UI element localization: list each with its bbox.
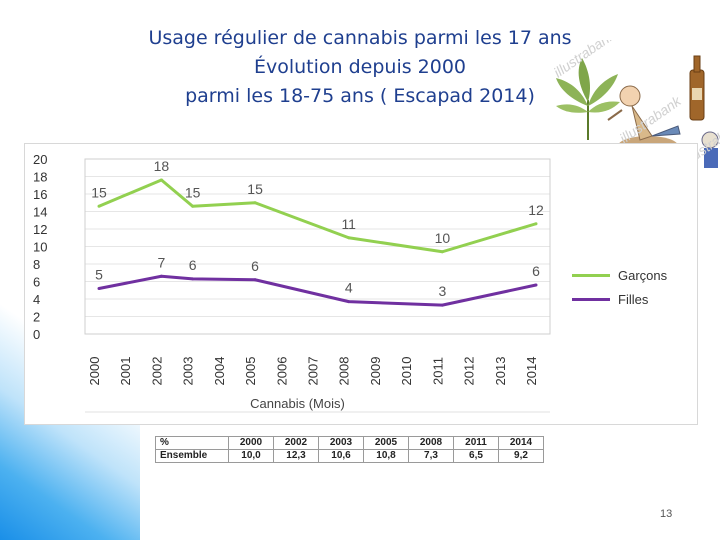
data-point: [534, 283, 538, 287]
legend-swatch-garcons: [572, 273, 610, 277]
x-tick-label: 2010: [399, 357, 414, 386]
y-tick-label: 4: [33, 292, 40, 307]
data-label: 10: [435, 230, 451, 246]
data-label: 15: [247, 181, 263, 197]
table-header-cell: %: [155, 436, 229, 450]
x-tick-label: 2000: [87, 357, 102, 386]
data-point: [347, 300, 351, 304]
y-tick-label: 12: [33, 222, 47, 237]
data-point: [97, 204, 101, 208]
table-cell: 10,8: [363, 449, 409, 463]
data-point: [191, 277, 195, 281]
data-label: 6: [532, 263, 540, 279]
data-point: [440, 250, 444, 254]
x-tick-label: 2012: [462, 357, 477, 386]
x-tick-label: 2003: [181, 357, 196, 386]
data-point: [253, 278, 257, 282]
data-point: [534, 222, 538, 226]
data-label: 15: [185, 184, 201, 200]
y-tick-label: 18: [33, 170, 47, 185]
table-cell: 10,6: [318, 449, 364, 463]
x-tick-label: 2004: [212, 357, 227, 386]
title-line-3: parmi les 18-75 ans ( Escapad 2014): [185, 85, 535, 107]
x-tick-label: 2008: [337, 357, 352, 386]
data-point: [191, 204, 195, 208]
data-label: 7: [158, 254, 166, 270]
table-cell: Ensemble: [155, 449, 229, 463]
table-cell: 12,3: [273, 449, 319, 463]
title-line-2: Évolution depuis 2000: [253, 56, 467, 78]
page-number: 13: [660, 508, 673, 520]
legend-swatch-filles: [572, 297, 610, 301]
table-cell: 6,5: [453, 449, 499, 463]
bottle-icon: [689, 55, 705, 121]
data-label: 5: [95, 267, 103, 283]
y-tick-label: 16: [33, 187, 47, 202]
data-point: [253, 201, 257, 205]
data-label: 4: [345, 280, 353, 296]
table-cell: 9,2: [498, 449, 544, 463]
x-tick-label: 2013: [493, 357, 508, 386]
data-label: 12: [528, 202, 544, 218]
data-label: 3: [438, 283, 446, 299]
x-tick-label: 2002: [149, 357, 164, 386]
data-label: 18: [154, 158, 170, 174]
data-label: 11: [341, 216, 356, 232]
slide-title: Usage régulier de cannabis parmi les 17 …: [100, 24, 620, 111]
data-point: [97, 287, 101, 290]
data-label: 6: [251, 258, 259, 274]
data-label: 15: [91, 184, 107, 200]
table-cell: 10,0: [228, 449, 274, 463]
table-cell: 7,3: [408, 449, 454, 463]
figure-right-icon: [701, 131, 719, 168]
table-header-cell: 2011: [453, 436, 499, 450]
summary-table: % 2000 2002 2003 2005 2008 2011 2014 Ens…: [155, 436, 544, 463]
legend-item-garcons: Garçons: [572, 263, 667, 287]
y-tick-label: 2: [33, 310, 40, 325]
data-point: [159, 274, 163, 278]
table-header-row: % 2000 2002 2003 2005 2008 2011 2014: [155, 436, 544, 450]
data-point: [347, 236, 351, 240]
y-tick-label: 20: [33, 152, 47, 167]
x-tick-label: 2014: [524, 357, 539, 386]
table-header-cell: 2003: [318, 436, 364, 450]
series-line-garcons: [98, 178, 537, 254]
data-label: 6: [189, 257, 197, 273]
title-line-1: Usage régulier de cannabis parmi les 17 …: [148, 27, 572, 49]
x-tick-label: 2005: [243, 357, 258, 386]
x-tick-label: 2007: [306, 357, 321, 386]
y-tick-label: 8: [33, 257, 40, 272]
cannabis-leaf-icon: [556, 58, 620, 140]
table-header-cell: 2002: [273, 436, 319, 450]
data-point: [440, 303, 444, 307]
legend-label-filles: Filles: [618, 291, 649, 307]
table-row: Ensemble 10,0 12,3 10,6 10,8 7,3 6,5 9,2: [155, 449, 544, 463]
plot-border: [84, 158, 551, 335]
line-chart: 0 2 4 6 8 10 12 14 16 18 20 2000 2001 2002 2003 2004 200…: [33, 152, 551, 413]
y-tick-label: 0: [33, 327, 40, 342]
series-line-filles: [98, 274, 537, 307]
table-header-cell: 2005: [363, 436, 409, 450]
x-tick-label: 2009: [368, 357, 383, 386]
table-header-cell: 2000: [228, 436, 274, 450]
table-header-cell: 2008: [408, 436, 454, 450]
x-axis-label: Cannabis (Mois): [250, 396, 345, 411]
chart-area: 0 2 4 6 8 10 12 14 16 18 20 2000 2001 2002 2003 2004 200…: [24, 143, 698, 425]
y-tick-label: 10: [33, 240, 47, 255]
chart-legend: Garçons Filles: [572, 263, 667, 311]
table-header-cell: 2014: [498, 436, 544, 450]
y-tick-label: 6: [33, 275, 40, 290]
data-point: [159, 178, 163, 182]
y-tick-label: 14: [33, 205, 47, 220]
x-tick-label: 2006: [274, 357, 289, 386]
legend-label-garcons: Garçons: [618, 267, 668, 283]
legend-item-filles: Filles: [572, 287, 667, 311]
x-tick-label: 2011: [430, 357, 445, 385]
x-tick-label: 2001: [118, 357, 133, 386]
